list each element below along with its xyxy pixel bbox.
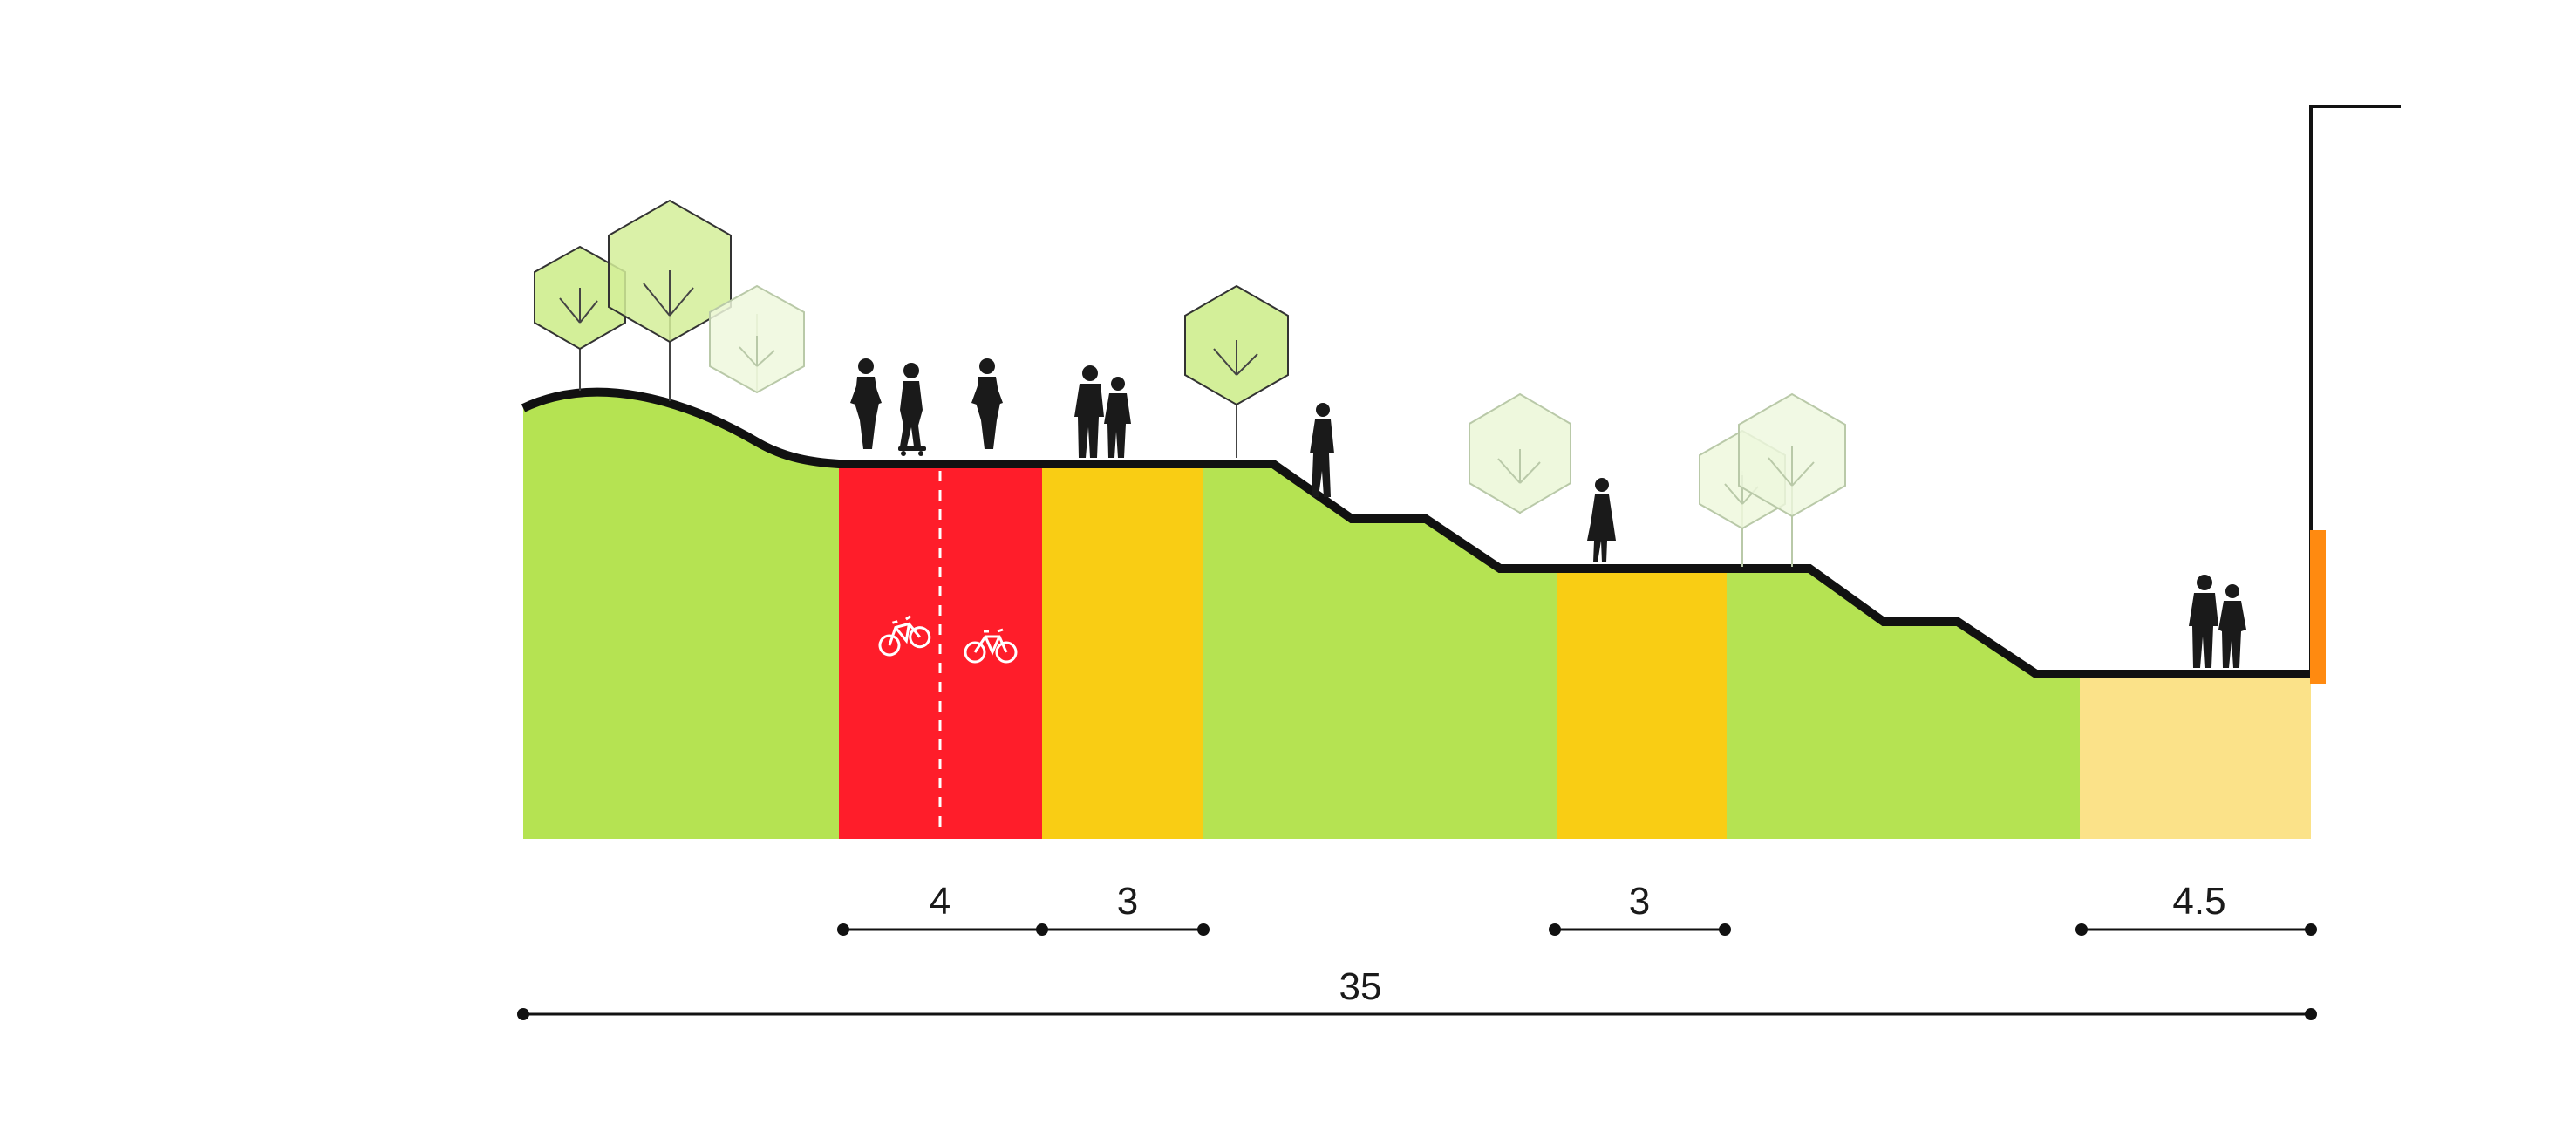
person-silhouette-icon bbox=[2189, 575, 2246, 668]
dimension-line-bike-lane: 4 bbox=[837, 880, 1048, 936]
person-silhouette-icon bbox=[1310, 403, 1334, 497]
person-silhouette-icon bbox=[971, 358, 1003, 449]
person-silhouette-icon bbox=[1587, 478, 1616, 562]
dimension-line-upper-walkway: 3 bbox=[1042, 880, 1210, 936]
tree-icon bbox=[709, 284, 805, 394]
upper-walkway-width-label: 3 bbox=[1117, 880, 1138, 923]
plaza-width-label: 4.5 bbox=[2172, 880, 2225, 923]
tree-icon bbox=[1738, 392, 1846, 567]
building-facade-accent bbox=[2310, 530, 2326, 684]
bike-lane-width-label: 4 bbox=[930, 880, 951, 923]
bicycle-icon bbox=[964, 628, 1018, 664]
middle-walkway-width-label: 3 bbox=[1629, 880, 1650, 923]
tree-icon bbox=[608, 199, 732, 401]
tree-icon bbox=[1184, 284, 1289, 458]
dimension-line-plaza: 4.5 bbox=[2075, 880, 2317, 936]
bicycle-icon bbox=[878, 615, 931, 657]
total-width-label: 35 bbox=[1339, 965, 1382, 1008]
plaza-band bbox=[2080, 674, 2311, 839]
person-silhouette-icon bbox=[898, 363, 926, 456]
upper-walkway-band bbox=[1042, 464, 1203, 839]
ground-outline bbox=[521, 387, 2311, 678]
building-facade-outline bbox=[2309, 105, 2401, 674]
dimension-line-middle-walkway: 3 bbox=[1549, 880, 1731, 936]
middle-walkway-band bbox=[1557, 569, 1727, 839]
person-silhouette-icon bbox=[850, 358, 882, 449]
person-silhouette-icon bbox=[1074, 365, 1131, 458]
dimension-line-total: 35 bbox=[517, 965, 2317, 1020]
tree-icon bbox=[1469, 392, 1571, 514]
